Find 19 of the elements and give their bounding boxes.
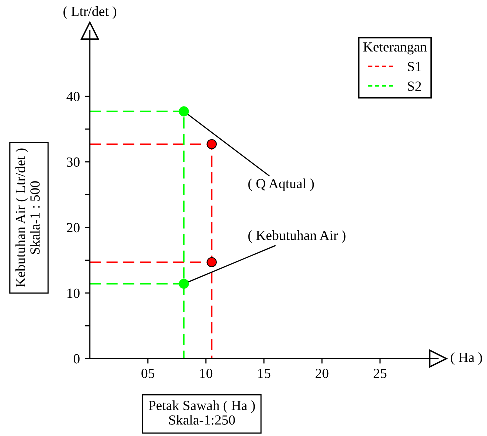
x-tick-label: 05 — [142, 368, 155, 378]
annotation: ( Q Aqtual ) — [248, 178, 314, 192]
y-tick-label: 30 — [67, 158, 80, 168]
text: ( Ltr/det ) — [64, 6, 116, 20]
y-tick-label: 0 — [74, 354, 80, 364]
x-tick-label: 10 — [200, 368, 213, 378]
x-tick-label: 15 — [258, 369, 271, 378]
legend-label: S2 — [408, 82, 422, 92]
x-tick-label: 25 — [374, 368, 387, 378]
annotation: ( Kebutuhan Air ) — [248, 230, 346, 244]
y-axis-title: Kebutuhan Air ( Ltr/det ) Skala-1 : 500 — [16, 148, 40, 288]
x-axis-title: Petak Sawah ( Ha ) Skala-1:250 — [148, 400, 256, 425]
y-tick-label: 40 — [66, 92, 80, 102]
y-tick-label: 20 — [67, 223, 80, 233]
y-tick-label: 10 — [68, 288, 80, 298]
legend-title: Keterangan — [364, 42, 427, 55]
legend-label: S1 — [408, 62, 422, 72]
text: ( Ha ) — [451, 352, 482, 366]
x-tick-label: 20 — [316, 368, 329, 378]
